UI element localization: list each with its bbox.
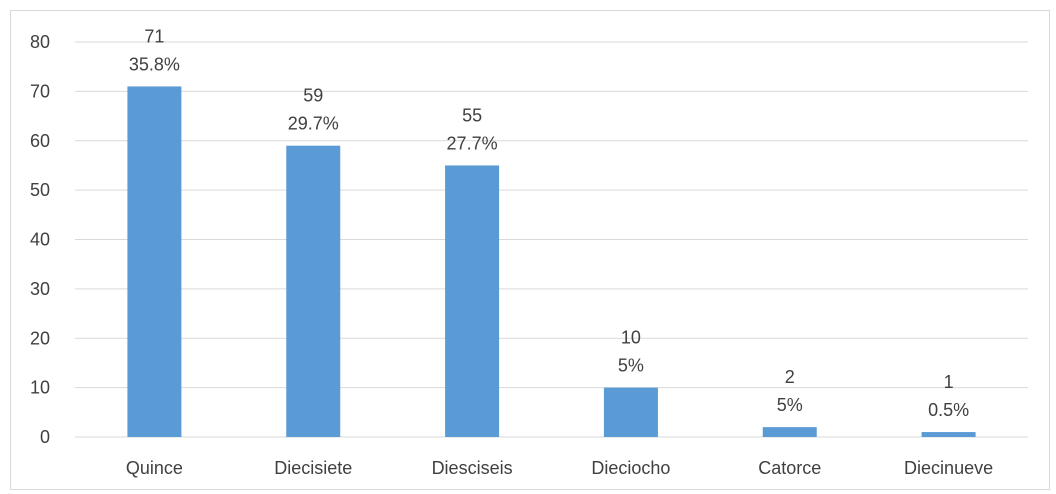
x-category-label: Diesciseis [432, 458, 513, 478]
bar [921, 432, 976, 437]
y-tick-label: 20 [30, 328, 50, 348]
bar [762, 427, 817, 437]
bar [127, 86, 182, 437]
data-label-percent: 35.8% [129, 54, 180, 74]
y-tick-label: 60 [30, 131, 50, 151]
y-tick-label: 50 [30, 180, 50, 200]
y-tick-label: 30 [30, 279, 50, 299]
y-tick-label: 70 [30, 81, 50, 101]
data-label-percent: 0.5% [928, 400, 969, 420]
y-tick-label: 40 [30, 230, 50, 250]
x-category-label: Catorce [758, 458, 821, 478]
data-label-percent: 5% [777, 395, 803, 415]
y-tick-label: 0 [40, 427, 50, 447]
data-label-value: 71 [144, 26, 164, 46]
data-label-percent: 29.7% [288, 114, 339, 134]
data-label-percent: 27.7% [447, 133, 498, 153]
y-tick-label: 80 [30, 32, 50, 52]
x-category-label: Quince [126, 458, 183, 478]
bar [603, 387, 658, 437]
x-category-label: Diecinueve [904, 458, 993, 478]
data-label-percent: 5% [618, 356, 644, 376]
data-label-value: 55 [462, 105, 482, 125]
data-label-value: 59 [303, 86, 323, 106]
bar [445, 165, 500, 437]
y-tick-label: 10 [30, 378, 50, 398]
x-category-label: Dieciocho [591, 458, 670, 478]
data-label-value: 2 [785, 367, 795, 387]
data-label-value: 10 [621, 328, 641, 348]
data-label-value: 1 [944, 372, 954, 392]
x-category-label: Diecisiete [274, 458, 352, 478]
bar [286, 145, 341, 437]
chart-frame [10, 10, 1050, 490]
